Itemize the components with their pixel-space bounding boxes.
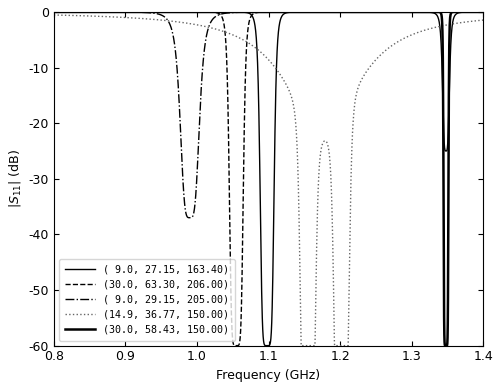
(14.9, 36.77, 150.00)	[298, 343, 304, 348]
(30.0, 58.43, 150.00)	[480, 10, 486, 14]
(30.0, 63.30, 206.00)	[74, 10, 80, 14]
( 9.0, 27.15, 163.40)	[60, 10, 66, 14]
Legend: ( 9.0, 27.15, 163.40), (30.0, 63.30, 206.00), ( 9.0, 29.15, 205.00), (14.9, 36.7: ( 9.0, 27.15, 163.40), (30.0, 63.30, 206…	[59, 259, 235, 341]
(14.9, 36.77, 150.00)	[210, 26, 216, 31]
( 9.0, 29.15, 205.00)	[186, 216, 192, 220]
( 9.0, 27.15, 163.40)	[404, 10, 410, 14]
Line: (30.0, 58.43, 150.00): (30.0, 58.43, 150.00)	[54, 12, 483, 346]
(30.0, 58.43, 150.00)	[309, 10, 315, 14]
(14.9, 36.77, 150.00)	[404, 34, 410, 39]
Line: (30.0, 63.30, 206.00): (30.0, 63.30, 206.00)	[54, 12, 483, 346]
( 9.0, 29.15, 205.00)	[74, 10, 80, 14]
( 9.0, 29.15, 205.00)	[60, 10, 66, 14]
(30.0, 63.30, 206.00)	[480, 10, 486, 14]
( 9.0, 29.15, 205.00)	[210, 16, 216, 21]
(14.9, 36.77, 150.00)	[89, 14, 95, 18]
(14.9, 36.77, 150.00)	[74, 13, 80, 18]
(30.0, 63.30, 206.00)	[60, 10, 66, 14]
Line: (14.9, 36.77, 150.00): (14.9, 36.77, 150.00)	[54, 15, 483, 346]
Line: ( 9.0, 27.15, 163.40): ( 9.0, 27.15, 163.40)	[54, 12, 483, 346]
(30.0, 63.30, 206.00)	[234, 343, 239, 348]
( 9.0, 29.15, 205.00)	[404, 10, 410, 14]
(30.0, 63.30, 206.00)	[89, 10, 95, 14]
Line: ( 9.0, 29.15, 205.00): ( 9.0, 29.15, 205.00)	[54, 12, 483, 218]
( 9.0, 27.15, 163.40)	[51, 10, 57, 14]
(30.0, 58.43, 150.00)	[443, 343, 449, 348]
(30.0, 63.30, 206.00)	[210, 10, 216, 14]
( 9.0, 29.15, 205.00)	[309, 10, 315, 14]
( 9.0, 29.15, 205.00)	[480, 10, 486, 14]
(30.0, 63.30, 206.00)	[309, 10, 315, 14]
(14.9, 36.77, 150.00)	[60, 13, 66, 18]
(30.0, 63.30, 206.00)	[404, 10, 410, 14]
( 9.0, 29.15, 205.00)	[89, 10, 95, 14]
(30.0, 58.43, 150.00)	[74, 10, 80, 14]
( 9.0, 27.15, 163.40)	[210, 10, 216, 14]
(30.0, 58.43, 150.00)	[51, 10, 57, 14]
( 9.0, 29.15, 205.00)	[51, 10, 57, 14]
( 9.0, 27.15, 163.40)	[264, 343, 270, 348]
(14.9, 36.77, 150.00)	[480, 18, 486, 23]
(30.0, 63.30, 206.00)	[51, 10, 57, 14]
( 9.0, 27.15, 163.40)	[309, 10, 315, 14]
(14.9, 36.77, 150.00)	[51, 13, 57, 18]
(30.0, 58.43, 150.00)	[60, 10, 66, 14]
( 9.0, 27.15, 163.40)	[480, 10, 486, 14]
( 9.0, 27.15, 163.40)	[89, 10, 95, 14]
(30.0, 58.43, 150.00)	[89, 10, 95, 14]
X-axis label: Frequency (GHz): Frequency (GHz)	[216, 369, 320, 382]
(14.9, 36.77, 150.00)	[309, 343, 315, 348]
(30.0, 58.43, 150.00)	[404, 10, 410, 14]
( 9.0, 27.15, 163.40)	[74, 10, 80, 14]
Y-axis label: $|S_{11}|$ (dB): $|S_{11}|$ (dB)	[7, 149, 23, 208]
(30.0, 58.43, 150.00)	[210, 10, 216, 14]
